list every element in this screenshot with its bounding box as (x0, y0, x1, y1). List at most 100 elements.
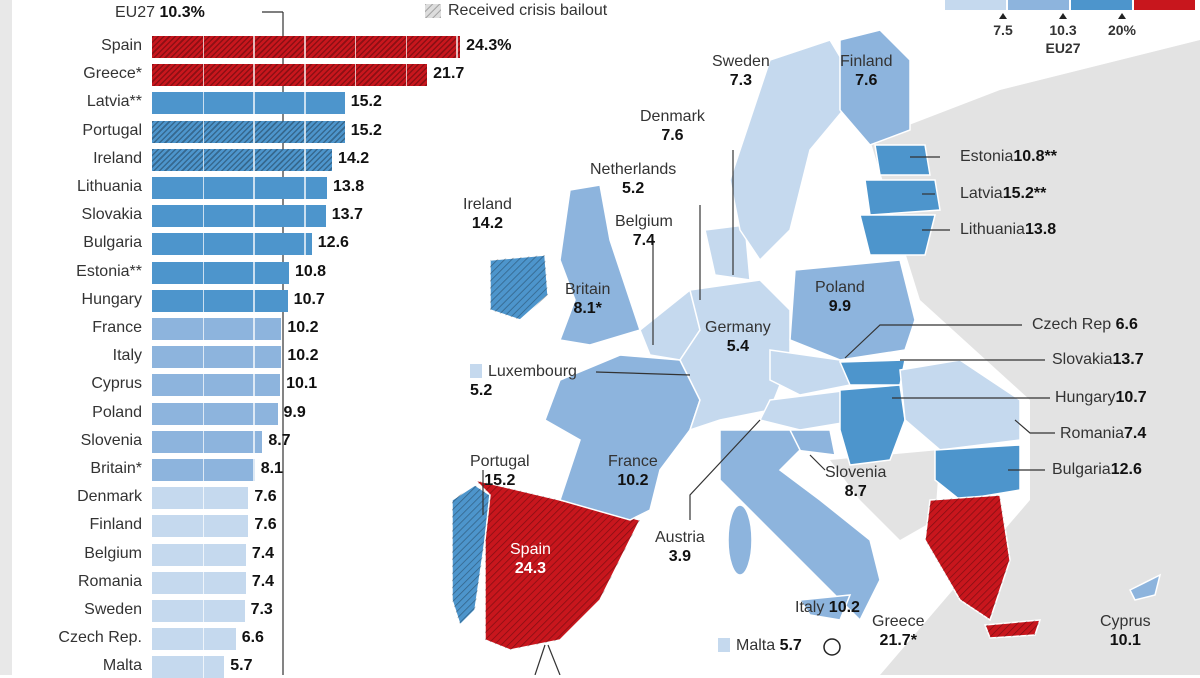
bar-value-label: 10.2 (287, 347, 319, 365)
map-country-name: Ireland (463, 196, 512, 213)
map-country-name: Latvia (960, 185, 1003, 202)
bar-gridline (202, 92, 205, 115)
legend-tick-icon (1059, 13, 1067, 19)
map-country-value: 8.7 (844, 483, 867, 500)
map-label-poland: Poland 9.9 (815, 278, 865, 316)
bar-value-label: 6.6 (241, 629, 264, 647)
bar-gridline (253, 289, 255, 312)
bar-value-label: 7.4 (251, 544, 275, 562)
map-country-name: Malta (736, 637, 776, 654)
bar-value-label: 21.7 (433, 65, 465, 83)
bar-value-label: 13.8 (332, 178, 365, 195)
map-label-hungary: Hungary10.7 (1055, 388, 1147, 407)
bar-value-label: 13.7 (331, 206, 363, 224)
bar (152, 515, 249, 538)
bar-value-label: 7.6 (254, 516, 277, 534)
map-france (544, 354, 701, 521)
map-country-name: Bulgaria (1052, 461, 1111, 478)
map-country-name: Portugal (470, 453, 530, 470)
map-country-value: 3.9 (668, 548, 692, 565)
bar-value-label: 10.8 (294, 262, 327, 280)
bar-value-label: 9.9 (283, 403, 306, 421)
bar-category-label: France (92, 319, 142, 336)
bar-gridline (202, 571, 205, 594)
legend-tick-label: 10.3 (1049, 22, 1077, 38)
map-country-name: Greece (872, 613, 925, 630)
bar-gridline (202, 148, 205, 171)
bar (152, 261, 289, 284)
legend-tick-icon (999, 13, 1007, 19)
legend-swatch-dark (1071, 0, 1132, 10)
bar-value-label: 7.3 (250, 601, 273, 618)
bar-gridline (304, 64, 306, 87)
bar-gridline (202, 205, 205, 228)
map-country-value: 10.7 (1115, 389, 1147, 406)
bar-gridline (202, 515, 205, 538)
map-label-finland: Finland 7.6 (840, 52, 892, 90)
bar-category-label: Czech Rep. (58, 629, 142, 647)
map-label-latvia: Latvia15.2** (960, 184, 1046, 203)
map-label-france: France 10.2 (608, 452, 658, 490)
bar-category-label: Latvia** (86, 93, 142, 111)
bar-gridline (202, 318, 205, 340)
map-czech (769, 349, 852, 396)
bar-value-label: 15.2 (350, 121, 382, 139)
map-label-portugal: Portugal 15.2 (470, 452, 530, 490)
bailout-legend-label: Received crisis bailout (448, 2, 608, 19)
bar-gridline (304, 120, 306, 143)
map-britain (558, 184, 641, 346)
bar (152, 148, 333, 171)
bar-gridline (253, 346, 255, 369)
bar-gridline (202, 289, 205, 312)
map-label-luxembourg: Luxembourg 5.2 (470, 362, 577, 400)
map-crete-hatch (985, 620, 1040, 638)
bar (152, 628, 236, 651)
bar-category-label: Finland (89, 516, 142, 534)
map-country-value: 5.7 (779, 637, 802, 654)
bar-value-label: 10.1 (286, 375, 318, 393)
map-label-belgium: Belgium 7.4 (615, 212, 673, 250)
bar-category-label: Britain* (90, 460, 142, 477)
bar-gridline (253, 148, 255, 171)
bar-gridline (253, 233, 255, 256)
bar-gridline (202, 64, 205, 87)
map-estonia (874, 144, 931, 176)
map-label-lithuania: Lithuania13.8 (960, 220, 1056, 239)
map-country-value: 13.8 (1024, 221, 1057, 238)
bar-category-label: Slovakia (81, 206, 142, 224)
map-austria (758, 389, 861, 431)
bar (152, 430, 263, 453)
map-country-name: Germany (705, 319, 771, 336)
map-sardinia (727, 504, 753, 576)
map-country-name: Netherlands (590, 161, 677, 178)
map-label-malta: Malta 5.7 (718, 636, 802, 655)
map-country-name: Poland (815, 279, 865, 296)
bar-gridline (202, 233, 205, 256)
map-country-name: France (608, 453, 658, 470)
map-country-value: 14.2 (471, 215, 504, 232)
bar-gridline (202, 120, 205, 143)
map-lithuania (859, 214, 936, 256)
bar-value-label: 14.2 (338, 149, 370, 167)
map-country-value: 10.8** (1013, 148, 1057, 165)
bar-gridline (304, 92, 306, 115)
map-country-value: 21.7* (879, 632, 917, 649)
color-swatch-icon (718, 638, 730, 652)
map-italy (719, 429, 881, 622)
map-hungary (839, 384, 906, 466)
map-country-value: 15.2** (1002, 185, 1047, 202)
bar-category-label: Malta (102, 657, 142, 675)
bar (152, 346, 282, 369)
map-country-value: 12.6 (1110, 461, 1142, 478)
bar-gridline (202, 261, 205, 284)
map-sweden (729, 39, 861, 262)
map-cyprus (1128, 573, 1162, 601)
map-country-value: 10.1 (1109, 632, 1141, 649)
bar-category-label: Slovenia (80, 431, 142, 449)
bar-gridline (202, 177, 205, 199)
bar-gridline (253, 459, 255, 481)
bar-gridline (456, 36, 458, 58)
map-country-value: 6.6 (1115, 316, 1138, 333)
map-country-value: 8.1* (573, 300, 602, 317)
map-country-name: Czech Rep (1032, 316, 1112, 333)
